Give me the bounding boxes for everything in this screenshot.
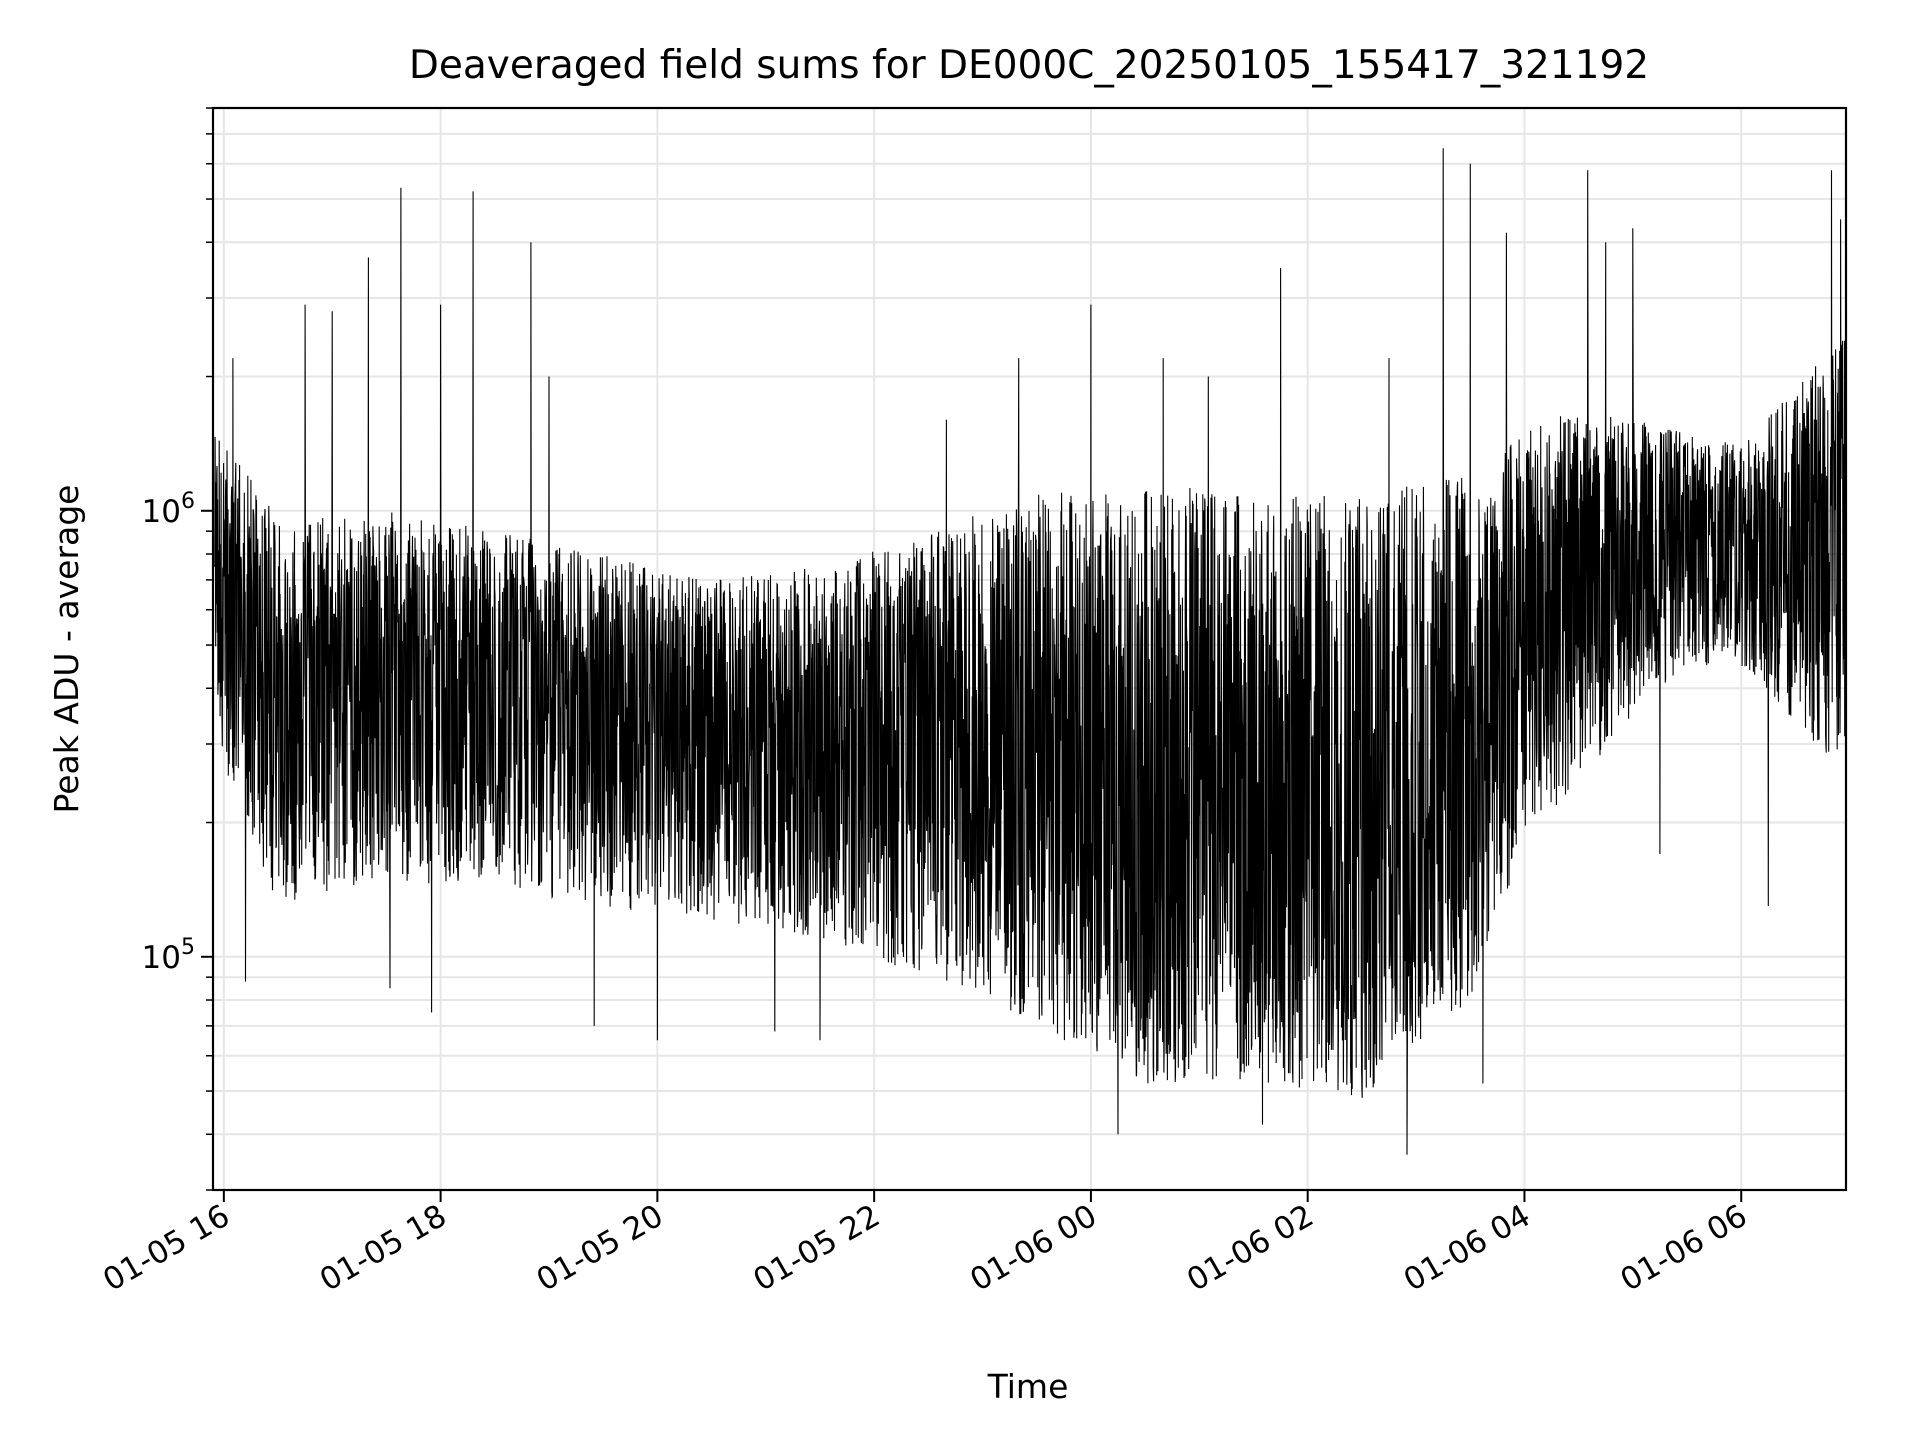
y-axis-label: Peak ADU - average [47,485,86,814]
series-line [214,148,1847,1155]
y-tick-label-exponent: 6 [181,489,195,514]
plot-area-frame [211,106,1848,1192]
y-tick-label-base: 10 [142,940,181,976]
y-tick-label-exponent: 5 [181,935,195,960]
chart-title: Deaveraged field sums for DE000C_2025010… [409,43,1649,88]
x-axis-label: Time [987,1367,1069,1406]
y-tick-label: 106 [142,489,195,530]
y-tick-label: 105 [142,935,195,976]
data-series [214,148,1847,1155]
y-tick-label-base: 10 [142,494,181,530]
